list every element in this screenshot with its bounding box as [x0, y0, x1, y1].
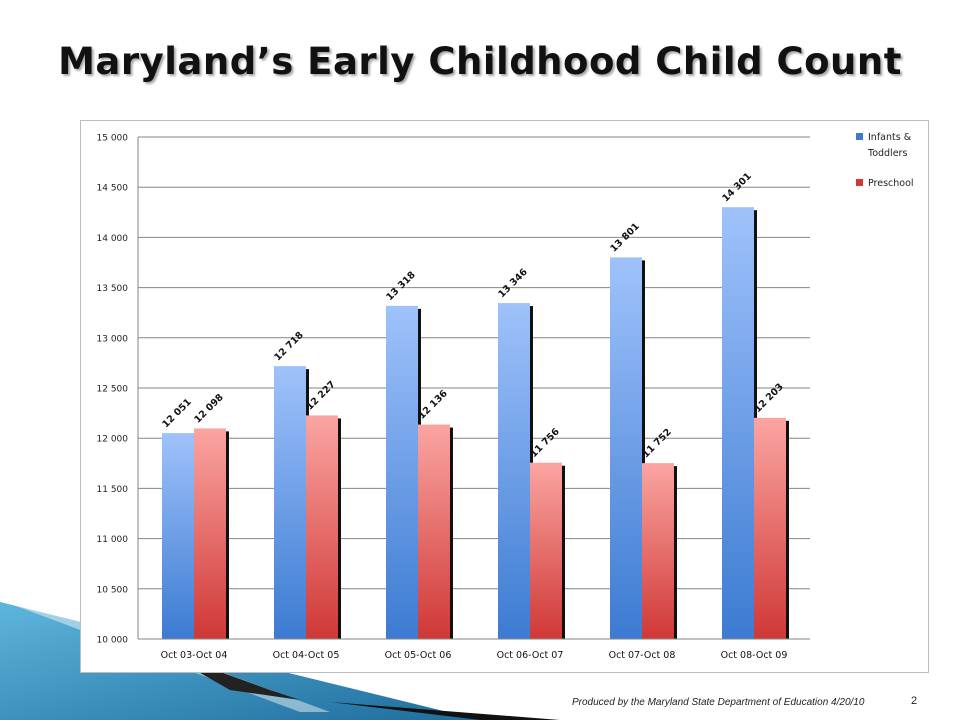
y-tick-label: 13 000 [97, 334, 129, 344]
legend-label: Infants & [868, 132, 912, 143]
data-label: 12 227 [304, 379, 337, 412]
legend-swatch [856, 179, 863, 186]
y-tick-label: 12 500 [97, 385, 129, 395]
footer-note: Produced by the Maryland State Departmen… [572, 697, 865, 708]
x-tick-label: Oct 05-Oct 06 [385, 650, 452, 661]
x-tick-label: Oct 07-Oct 08 [609, 650, 676, 661]
data-label: 13 318 [384, 269, 418, 303]
x-tick-label: Oct 06-Oct 07 [497, 650, 564, 661]
bar-preschool [418, 424, 450, 639]
bar-infants-toddlers [610, 257, 642, 639]
y-tick-label: 11 500 [97, 485, 129, 495]
y-tick-label: 10 000 [97, 636, 129, 646]
bar-infants-toddlers [722, 207, 754, 639]
data-label: 12 718 [272, 329, 306, 363]
bar-preschool [642, 463, 674, 639]
y-tick-label: 14 000 [97, 234, 129, 244]
chart-frame: 10 000 10 500 11 000 11 500 12 000 12 500 13 0… [80, 120, 929, 673]
bar-infants-toddlers [386, 305, 418, 639]
data-label: 12 098 [192, 392, 226, 426]
slide-title: Maryland’s Early Childhood Child Count [58, 40, 902, 83]
bar-infants-toddlers [498, 303, 530, 639]
legend-label: Preschool [868, 178, 914, 189]
y-tick-label: 10 500 [97, 585, 129, 595]
bar-infants-toddlers [274, 366, 306, 639]
legend-label: Toddlers [867, 148, 907, 159]
y-tick-label: 13 500 [97, 284, 129, 294]
bar-preschool [306, 415, 338, 639]
bar-infants-toddlers [162, 433, 194, 639]
y-tick-label: 15 000 [97, 134, 129, 144]
data-label: 11 756 [528, 426, 562, 460]
data-label: 12 051 [160, 397, 193, 430]
x-tick-label: Oct 04-Oct 05 [273, 650, 340, 661]
bar-preschool [194, 428, 226, 639]
bar-chart: 10 000 10 500 11 000 11 500 12 000 12 500 13 0… [97, 132, 914, 661]
x-tick-label: Oct 08-Oct 09 [721, 650, 788, 661]
y-tick-label: 12 000 [97, 435, 129, 445]
data-label: 12 203 [752, 381, 785, 414]
bar-preschool [530, 462, 562, 639]
y-tick-label: 14 500 [97, 184, 129, 194]
page-number: 2 [911, 695, 918, 707]
data-label: 12 136 [416, 388, 450, 422]
x-tick-label: Oct 03-Oct 04 [161, 650, 228, 661]
y-tick-label: 11 000 [97, 535, 129, 545]
data-label: 11 752 [640, 427, 673, 460]
bar-preschool [754, 417, 786, 639]
legend-swatch [856, 133, 863, 140]
data-label: 13 346 [496, 266, 530, 300]
